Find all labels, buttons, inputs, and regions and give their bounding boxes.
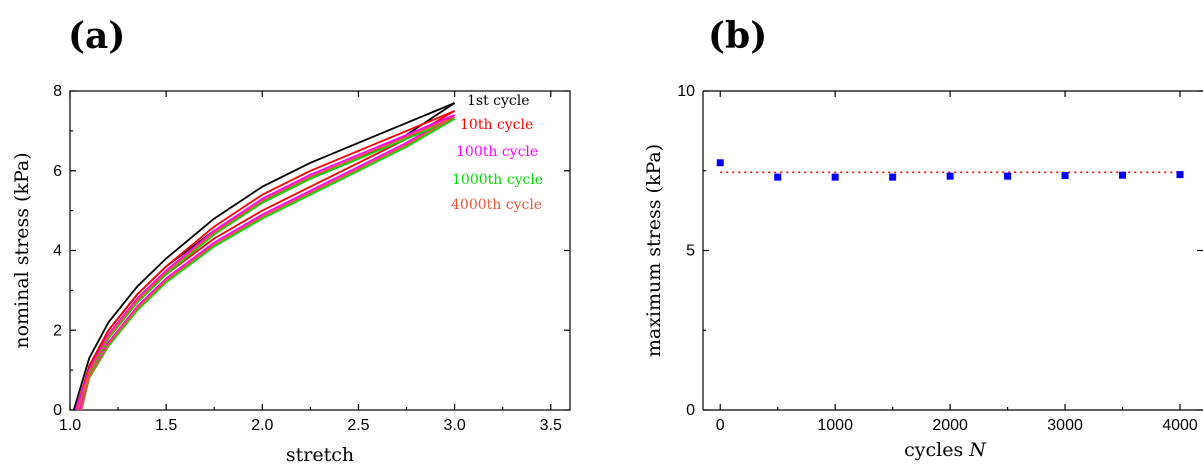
series-loading-curve	[74, 114, 455, 411]
series-3	[74, 114, 456, 411]
x-tick-label: 3.0	[443, 417, 465, 434]
data-point	[831, 173, 839, 181]
x-tick-label: 3.5	[540, 417, 562, 434]
series-loading-curve	[72, 102, 455, 411]
panel-b-label: (b)	[708, 15, 767, 57]
legend-entry: 1st cycle	[467, 93, 530, 109]
x-axis-title-text: cycles	[904, 439, 969, 461]
series-loading-curve	[74, 110, 455, 411]
data-point	[889, 173, 897, 181]
x-tick-label: 2000	[932, 417, 968, 434]
data-point	[1004, 172, 1012, 180]
x-tick-label: 3000	[1047, 417, 1083, 434]
y-tick-label: 2	[53, 322, 62, 339]
y-tick-label: 10	[677, 83, 695, 100]
x-tick-label: 1000	[817, 417, 853, 434]
legend-entry: 4000th cycle	[451, 197, 542, 213]
data-point	[1176, 171, 1184, 179]
data-point	[946, 172, 954, 180]
x-axis-title-variable: N	[968, 439, 987, 461]
series-2	[74, 110, 456, 411]
legend-entry: 10th cycle	[460, 117, 533, 133]
y-tick-label: 6	[53, 163, 62, 180]
y-tick-label: 4	[53, 243, 62, 260]
series-unloading-curve	[78, 114, 456, 411]
data-point	[774, 173, 782, 181]
x-tick-label: 1.0	[59, 417, 81, 434]
y-axis-title: maximum stress (kPa)	[643, 144, 665, 357]
panel-a-label: (a)	[68, 15, 125, 57]
legend-entry: 1000th cycle	[452, 172, 543, 188]
y-tick-label: 5	[686, 243, 695, 260]
series-loading-curve	[76, 118, 455, 411]
x-axis-title: stretch	[286, 444, 354, 464]
y-tick-label: 0	[53, 402, 62, 419]
data-point	[1119, 171, 1127, 179]
x-tick-label: 1.5	[155, 417, 177, 434]
series-loading-curve	[76, 116, 455, 411]
data-point	[716, 159, 724, 167]
x-tick-label: 2.0	[251, 417, 273, 434]
y-tick-label: 0	[686, 402, 695, 419]
chart-a-stress-stretch: 1.0 1.5 2.0 2.5 3.0 3.5 0 2 4 6 8 stretch nominal st…	[11, 83, 571, 464]
data-point	[1061, 172, 1069, 180]
plot-frame-a	[69, 90, 571, 411]
x-tick-label: 0	[716, 417, 725, 434]
x-tick-label: 2.5	[347, 417, 369, 434]
legend-entry: 100th cycle	[456, 144, 538, 160]
series-unloading-curve	[80, 118, 456, 411]
series-unloading-curve	[80, 116, 456, 411]
x-axis-title: cycles N	[904, 439, 987, 461]
y-axis-title: nominal stress (kPa)	[11, 152, 33, 348]
series-5	[76, 116, 456, 411]
y-tick-label: 8	[53, 83, 62, 100]
series-unloading-curve	[78, 110, 456, 411]
x-tick-label: 4000	[1162, 417, 1198, 434]
series-4	[76, 118, 456, 411]
